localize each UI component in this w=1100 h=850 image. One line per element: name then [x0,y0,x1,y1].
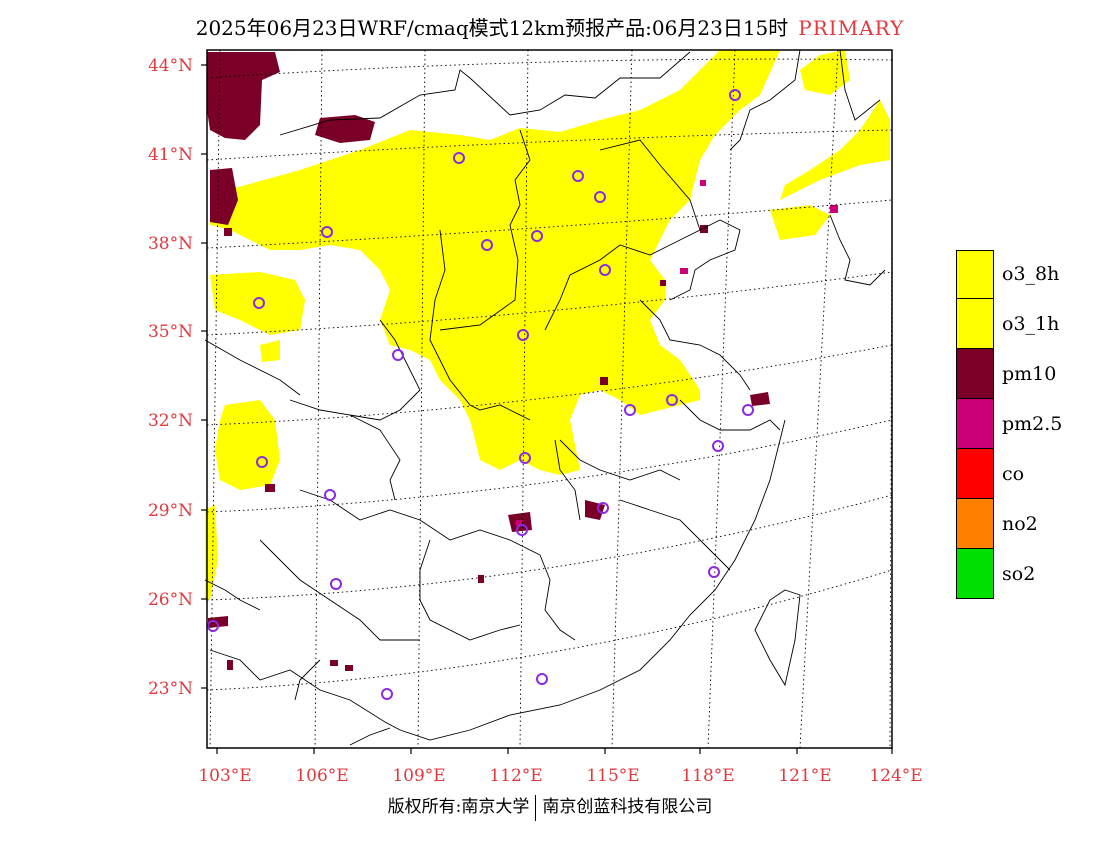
legend-item-pm10: pm10 [956,349,1062,399]
footer-divider [535,794,537,821]
pollutant-legend: o3_8h o3_1h pm10 pm2.5 co no2 so2 [956,249,1062,599]
lat-label: 29°N [148,501,193,521]
legend-item-pm25: pm2.5 [956,399,1062,449]
legend-swatch [956,299,994,349]
legend-item-o3-8h: o3_8h [956,249,1062,299]
map-title-main: 2025年06月23日WRF/cmaq模式12km预报产品:06月23日15时 [195,16,789,40]
axis-ticks [201,64,893,754]
legend-swatch [956,549,994,599]
lon-label: 109°E [392,766,445,786]
lon-label: 115°E [586,766,639,786]
lat-label: 44°N [148,56,193,76]
legend-swatch [956,349,994,399]
legend-label: pm10 [1002,363,1057,385]
legend-label: so2 [1002,563,1036,585]
legend-swatch [956,499,994,549]
legend-swatch [956,449,994,499]
boundary-lines [204,49,886,746]
legend-label: co [1002,463,1025,485]
legend-swatch [956,399,994,449]
lon-label: 118°E [681,766,734,786]
lon-label: 106°E [295,766,348,786]
lat-label: 41°N [148,145,193,165]
lon-label: 124°E [869,766,922,786]
legend-item-no2: no2 [956,499,1062,549]
lon-label: 103°E [198,766,251,786]
lat-label: 23°N [148,679,193,699]
map-title: 2025年06月23日WRF/cmaq模式12km预报产品:06月23日15时 P… [0,12,1100,41]
lat-label: 38°N [148,234,193,254]
copyright-owner: 版权所有:南京大学 [387,797,530,817]
latitude-labels: 44°N 41°N 38°N 35°N 32°N 29°N 26°N 23°N [148,56,193,699]
longitude-labels: 103°E 106°E 109°E 112°E 115°E 118°E 121°… [198,766,922,786]
city-markers [207,89,754,700]
lon-label: 121°E [778,766,831,786]
legend-label: no2 [1002,513,1038,535]
lat-label: 35°N [148,322,193,342]
map-title-tag: PRIMARY [798,16,905,40]
legend-item-so2: so2 [956,549,1062,599]
legend-label: o3_1h [1002,313,1060,335]
copyright-company: 南京创蓝科技有限公司 [542,797,713,817]
lat-label: 26°N [148,590,193,610]
legend-swatch [956,249,994,299]
pm25-field [516,180,838,526]
lat-label: 32°N [148,411,193,431]
legend-label: pm2.5 [1002,413,1063,435]
legend-item-o3-1h: o3_1h [956,299,1062,349]
map-frame [206,49,893,749]
copyright-footer: 版权所有:南京大学 南京创蓝科技有限公司 [0,792,1100,821]
legend-label: o3_8h [1002,263,1060,285]
lon-label: 112°E [489,766,542,786]
legend-item-co: co [956,449,1062,499]
